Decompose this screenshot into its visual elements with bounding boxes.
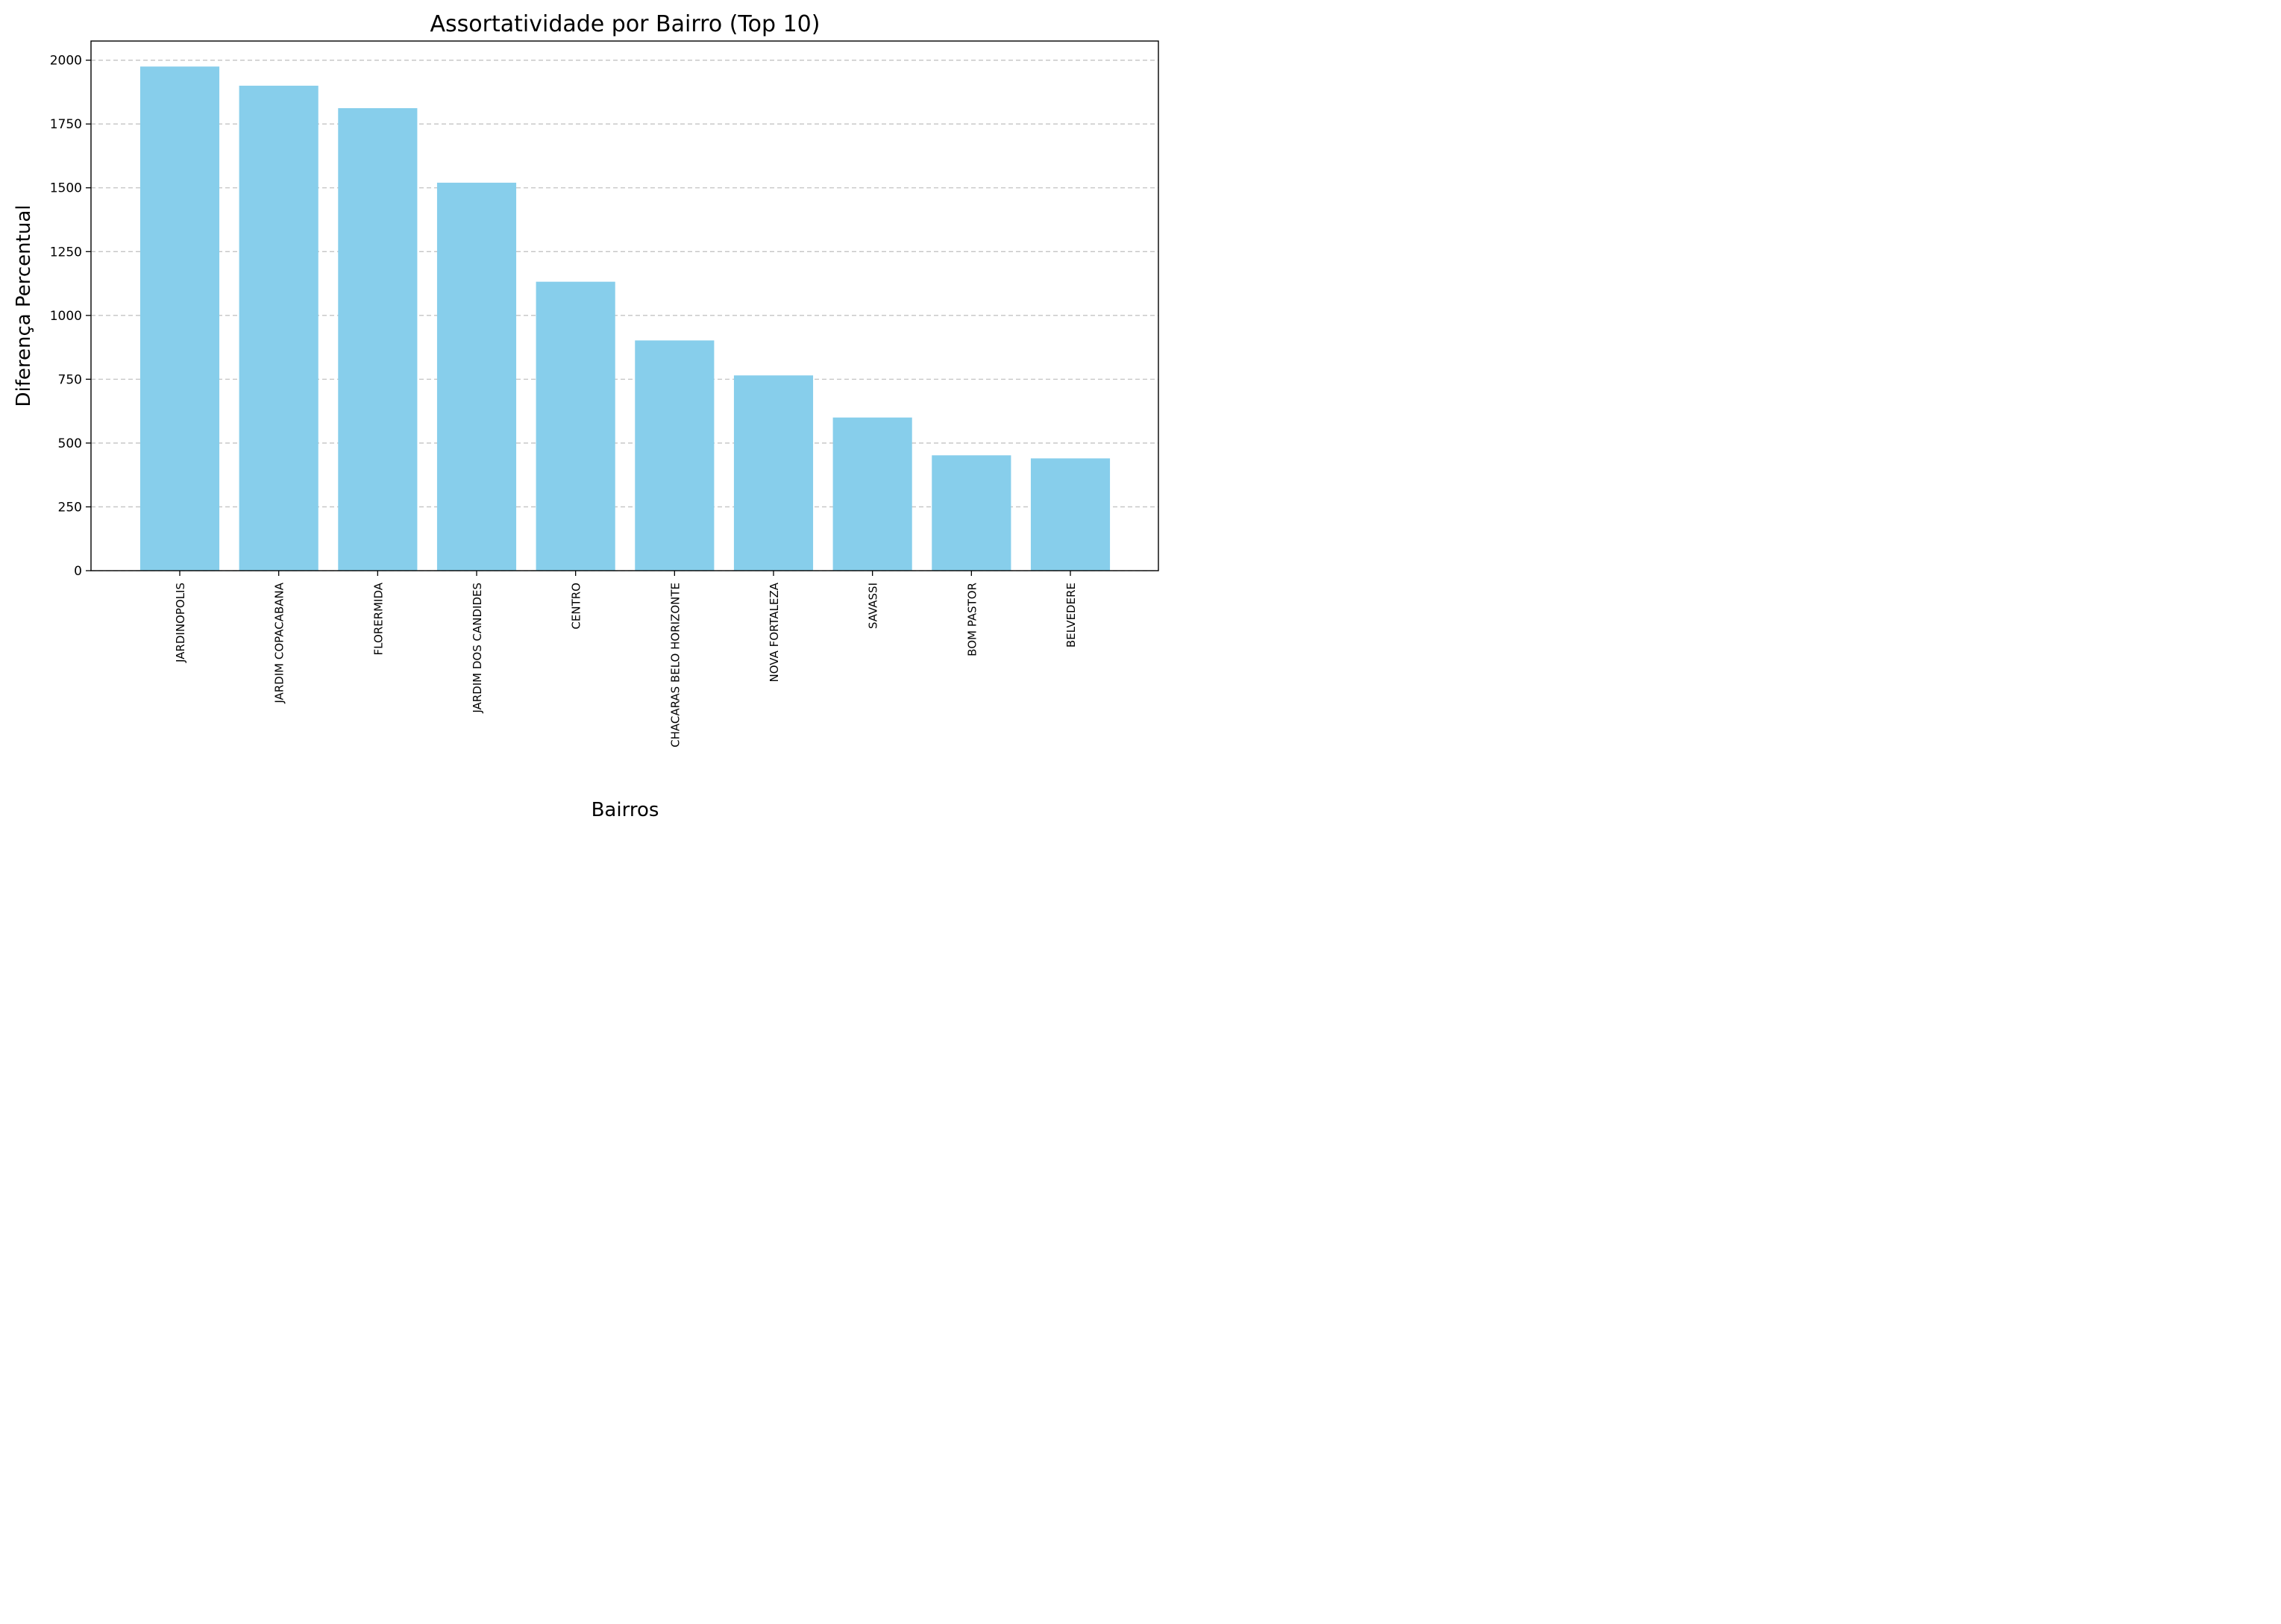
y-tick-label: 2000 (50, 54, 82, 69)
x-tick-label: CENTRO (570, 583, 583, 630)
bar (536, 281, 615, 571)
bar (832, 417, 912, 571)
bars (139, 66, 1111, 571)
y-tick-label: 250 (58, 500, 82, 515)
y-axis-label: Diferença Percentual (13, 205, 35, 407)
x-tick-label: JARDIM COPACABANA (273, 582, 286, 703)
bar (239, 85, 319, 571)
bar (1030, 458, 1111, 571)
bar-chart: 0 250 500 750 1000 1250 1500 1750 2000 JARDINOPO… (0, 0, 1170, 833)
y-tick-label: 0 (74, 564, 82, 579)
x-tick-label: BOM PASTOR (965, 583, 979, 656)
chart-container: 0 250 500 750 1000 1250 1500 1750 2000 JARDINOPO… (0, 0, 1170, 833)
x-tick-label: JARDIM DOS CANDIDES (471, 583, 484, 714)
y-tick-label: 1250 (50, 245, 82, 260)
bar (139, 66, 220, 571)
y-tick-label: 1000 (50, 309, 82, 324)
plot-frame (90, 40, 1159, 571)
x-tick-label: FLORERMIDA (371, 582, 385, 655)
x-axis-label: Bairros (592, 799, 659, 821)
x-tick-label: JARDINOPOLIS (174, 583, 187, 663)
x-tick-label: SAVASSI (867, 583, 880, 629)
bar (733, 375, 814, 571)
x-tick-label: BELVEDERE (1064, 583, 1078, 648)
x-axis-ticks: JARDINOPOLIS JARDIM COPACABANA FLORERMIDA J… (174, 571, 1078, 747)
y-tick-label: 1750 (50, 117, 82, 132)
x-tick-label: CHACARAS BELO HORIZONTE (668, 583, 682, 747)
bar (338, 107, 418, 571)
y-tick-label: 750 (58, 372, 82, 387)
bar (932, 455, 1011, 571)
x-tick-label: NOVA FORTALEZA (768, 582, 781, 682)
chart-title: Assortatividade por Bairro (Top 10) (430, 11, 821, 37)
y-tick-label: 1500 (50, 181, 82, 196)
bar (635, 340, 715, 571)
y-tick-label: 500 (58, 436, 82, 451)
y-axis-ticks: 0 250 500 750 1000 1250 1500 1750 2000 (50, 54, 91, 579)
bar (436, 182, 517, 571)
